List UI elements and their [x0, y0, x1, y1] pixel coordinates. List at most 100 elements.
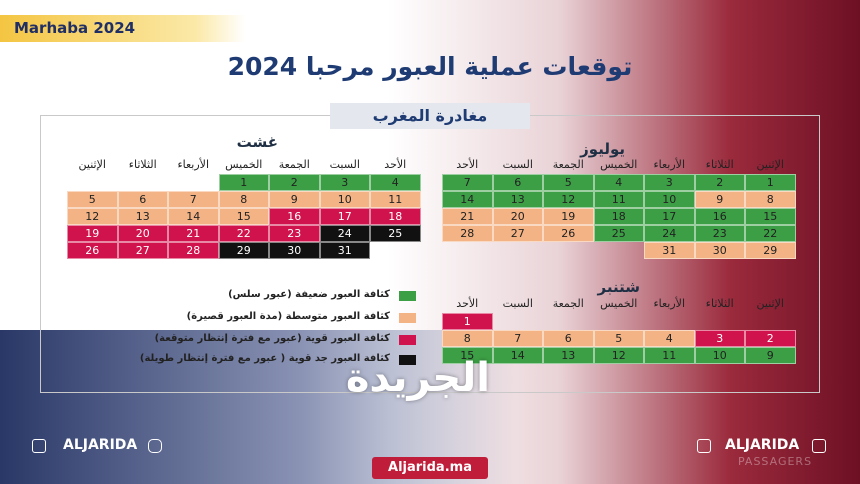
day-cell: 12 [543, 191, 594, 208]
weekday-header: الجمعة [552, 158, 584, 171]
day-cell: 5 [67, 191, 118, 208]
legend-swatch [399, 313, 416, 323]
weekday-header: الأربعاء [653, 297, 686, 310]
weekday-header: الخميس [600, 297, 638, 310]
day-cell: 26 [67, 242, 118, 259]
day-cell: 28 [442, 225, 493, 242]
day-cell: 14 [492, 347, 543, 364]
day-cell: 11 [593, 191, 644, 208]
weekday-header: الإثنين [78, 158, 106, 171]
weekday-header: الجمعة [278, 158, 310, 171]
day-cell: 22 [745, 225, 796, 242]
day-cell: 8 [218, 191, 269, 208]
weekday-header: الأحد [456, 158, 479, 171]
weekday-header: الخميس [600, 158, 638, 171]
logo: الجريدة [345, 355, 490, 401]
day-cell: 4 [593, 174, 644, 191]
weekday-header: الإثنين [756, 297, 784, 310]
day-cell: 24 [644, 225, 695, 242]
day-cell: 8 [442, 330, 493, 347]
day-cell: 31 [644, 242, 695, 259]
day-cell: 9 [745, 347, 796, 364]
day-cell: 27 [117, 242, 168, 259]
day-cell: 17 [644, 208, 695, 225]
day-cell: 13 [492, 191, 543, 208]
month-label: شتنبر [597, 278, 640, 296]
day-cell: 30 [269, 242, 320, 259]
day-cell: 15 [442, 347, 493, 364]
day-cell: 11 [644, 347, 695, 364]
day-cell: 12 [593, 347, 644, 364]
day-cell: 21 [442, 208, 493, 225]
day-cell: 15 [218, 208, 269, 225]
day-cell: 31 [319, 242, 370, 259]
day-cell: 3 [694, 330, 745, 347]
day-cell: 7 [442, 174, 493, 191]
day-cell: 30 [694, 242, 745, 259]
legend-label: كثافة العبور متوسطة (مدة العبور قصيرة) [186, 311, 390, 322]
day-cell: 17 [319, 208, 370, 225]
day-cell: 1 [218, 174, 269, 191]
day-cell: 5 [593, 330, 644, 347]
weekday-header: السبت [502, 297, 533, 310]
day-cell: 1 [745, 174, 796, 191]
day-cell: 13 [117, 208, 168, 225]
weekday-header: الخميس [225, 158, 263, 171]
day-cell: 6 [117, 191, 168, 208]
day-cell: 14 [168, 208, 219, 225]
day-cell: 13 [543, 347, 594, 364]
legend-label: كثافة العبور جد قوية ( عبور مع فترة إنتظ… [139, 353, 390, 364]
instagram-icon[interactable] [148, 439, 162, 453]
subtitle: مغادرة المغرب [330, 103, 530, 129]
weekday-header: الثلاثاء [705, 297, 734, 310]
day-cell: 7 [492, 330, 543, 347]
brand-left: ALJARIDA [63, 437, 138, 453]
day-cell: 4 [370, 174, 421, 191]
twitter-icon[interactable] [812, 439, 826, 453]
badge: Marhaba 2024 [0, 15, 245, 42]
day-cell: 10 [319, 191, 370, 208]
youtube-icon[interactable] [697, 439, 711, 453]
day-cell: 12 [67, 208, 118, 225]
day-cell: 9 [269, 191, 320, 208]
day-cell: 3 [319, 174, 370, 191]
day-cell: 26 [543, 225, 594, 242]
day-cell: 20 [117, 225, 168, 242]
day-cell: 2 [745, 330, 796, 347]
day-cell: 6 [492, 174, 543, 191]
month-label: يوليوز [580, 140, 625, 158]
legend-label: كثافة العبور قوية (عبور مع فترة إنتظار م… [154, 333, 390, 344]
day-cell: 1 [442, 313, 493, 330]
day-cell: 11 [370, 191, 421, 208]
day-cell: 2 [694, 174, 745, 191]
day-cell: 10 [644, 191, 695, 208]
day-cell: 18 [370, 208, 421, 225]
day-cell: 16 [269, 208, 320, 225]
watermark: PASSAGERS [738, 455, 813, 468]
day-cell: 6 [543, 330, 594, 347]
day-cell: 7 [168, 191, 219, 208]
day-cell: 3 [644, 174, 695, 191]
title: توقعات عملية العبور مرحبا 2024 [227, 52, 633, 81]
day-cell: 25 [593, 225, 644, 242]
legend-swatch [399, 355, 416, 365]
website[interactable]: Aljarida.ma [372, 457, 488, 479]
day-cell: 20 [492, 208, 543, 225]
legend-label: كثافة العبور ضعيفة (عبور سلس) [228, 289, 390, 300]
day-cell: 19 [67, 225, 118, 242]
facebook-icon[interactable] [32, 439, 46, 453]
day-cell: 4 [644, 330, 695, 347]
day-cell: 22 [218, 225, 269, 242]
weekday-header: الأربعاء [653, 158, 686, 171]
month-label: غشت [236, 133, 278, 151]
weekday-header: الأحد [384, 158, 407, 171]
day-cell: 23 [694, 225, 745, 242]
day-cell: 9 [694, 191, 745, 208]
day-cell: 8 [745, 191, 796, 208]
day-cell: 14 [442, 191, 493, 208]
legend-swatch [399, 335, 416, 345]
weekday-header: الجمعة [552, 297, 584, 310]
day-cell: 21 [168, 225, 219, 242]
day-cell: 29 [745, 242, 796, 259]
